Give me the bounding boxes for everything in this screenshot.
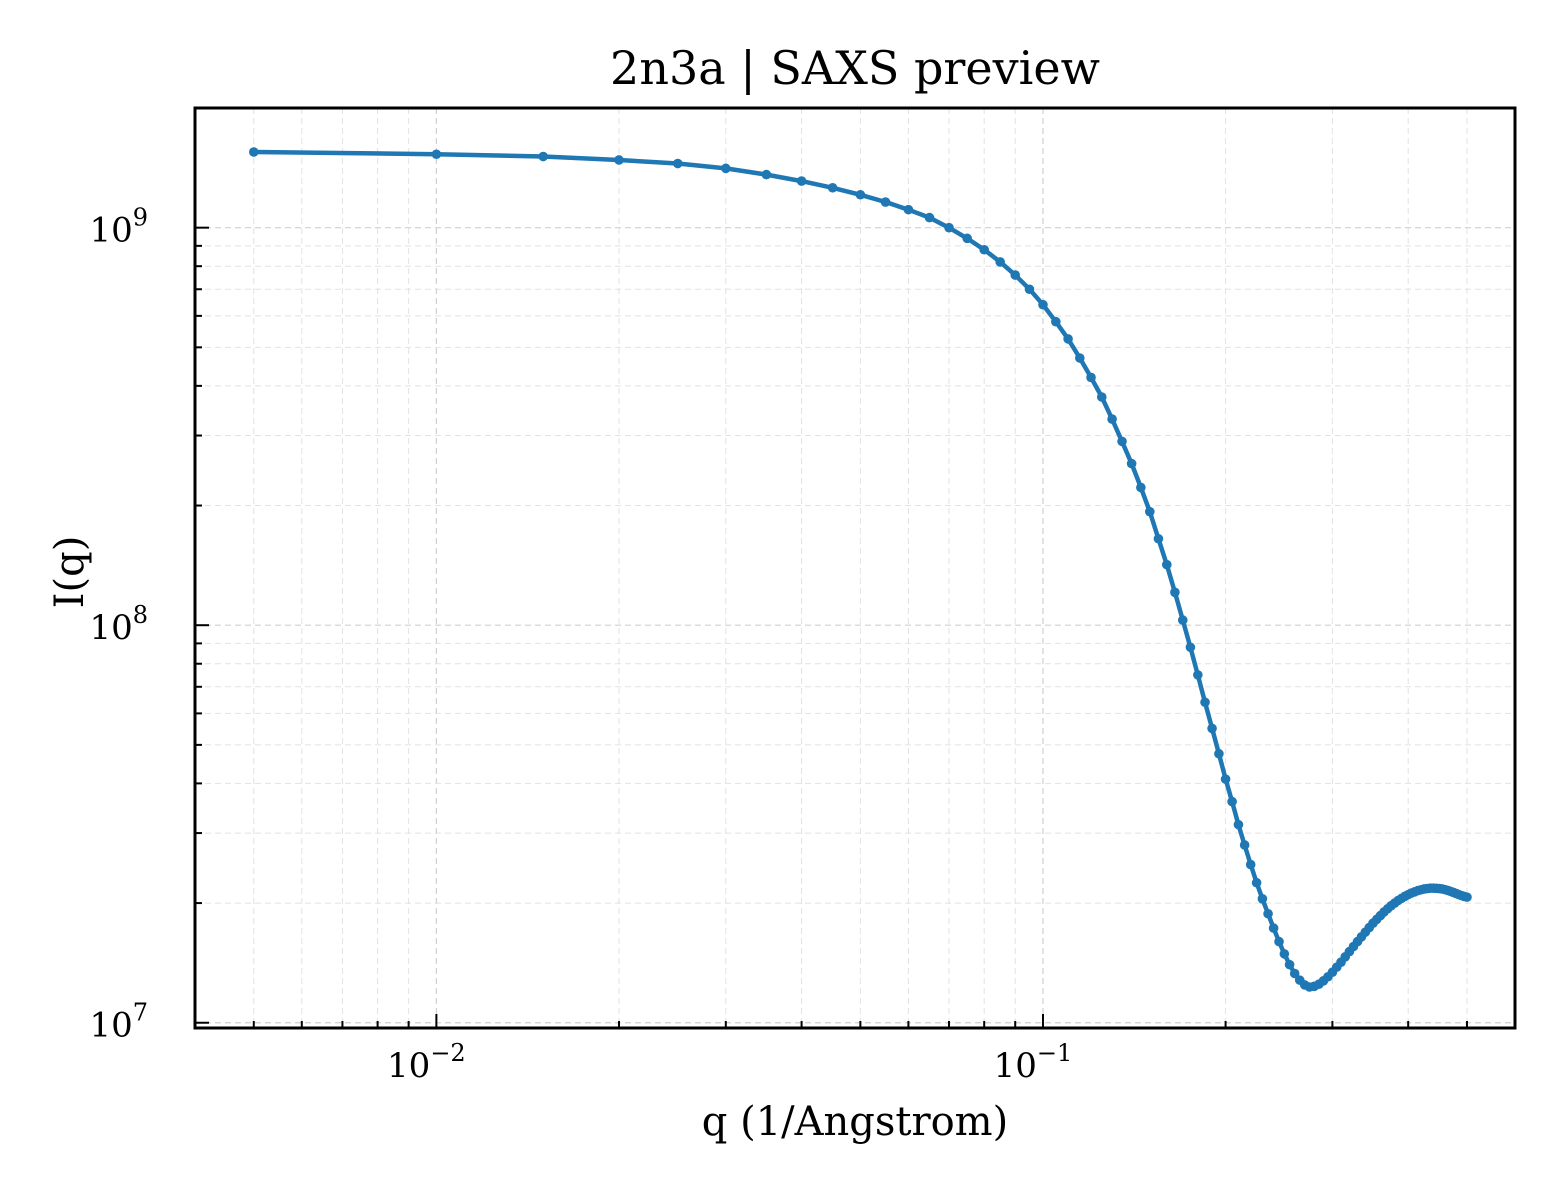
data-point — [538, 151, 549, 162]
data-point — [721, 163, 731, 174]
data-point — [827, 182, 838, 193]
data-point — [431, 149, 442, 160]
axis-ticks: 10−2 10−1 107 108 109 — [89, 107, 1468, 1086]
data-point — [1185, 642, 1196, 653]
data-point — [1284, 959, 1295, 970]
y-tick-label: 108 — [89, 601, 148, 648]
plot-frame — [193, 106, 1517, 1030]
data-point — [1220, 774, 1231, 784]
data-point — [1233, 819, 1244, 830]
data-point — [1126, 458, 1137, 469]
data-point — [1274, 936, 1284, 947]
data-point — [962, 233, 972, 244]
data-point — [1038, 299, 1048, 310]
data-point — [614, 155, 624, 165]
data-point — [1170, 587, 1180, 598]
data-point — [924, 212, 935, 223]
data-point — [944, 222, 954, 233]
x-axis-label: q (1/Angstrom) — [702, 1099, 1008, 1145]
data-point — [1074, 353, 1085, 363]
grid — [194, 107, 1515, 1028]
data-point — [1086, 372, 1096, 383]
data-point — [979, 244, 989, 255]
data-point — [1214, 748, 1224, 759]
data-point — [248, 147, 259, 157]
data-point — [1200, 697, 1210, 708]
data-series — [248, 147, 1472, 992]
data-point — [1010, 270, 1021, 280]
y-tick-label: 107 — [89, 999, 148, 1046]
data-point — [1117, 436, 1127, 447]
data-point — [1279, 949, 1290, 959]
data-point — [1153, 533, 1164, 544]
data-point — [1207, 723, 1217, 734]
data-point — [796, 176, 807, 186]
data-point — [1161, 559, 1172, 570]
data-point — [1063, 334, 1073, 344]
data-point — [1177, 615, 1188, 625]
data-point — [1227, 796, 1237, 807]
data-point — [903, 204, 914, 215]
data-point — [1193, 670, 1203, 680]
data-point — [1024, 284, 1035, 295]
x-tick-label: 10−2 — [387, 1039, 466, 1086]
data-point — [1257, 894, 1268, 904]
data-point — [1144, 506, 1155, 517]
chart-title: 2n3a | SAXS preview — [610, 41, 1100, 95]
data-point — [1107, 414, 1117, 424]
data-point — [1136, 482, 1146, 493]
data-point — [1245, 859, 1256, 870]
data-point — [1462, 892, 1472, 902]
data-point — [1051, 316, 1061, 327]
data-point — [995, 257, 1005, 267]
data-point — [1263, 908, 1273, 919]
data-point — [672, 158, 683, 169]
data-point — [1289, 968, 1300, 979]
y-tick-label: 109 — [89, 204, 148, 251]
data-point — [880, 197, 891, 207]
data-point — [1268, 923, 1279, 933]
x-tick-label: 10−1 — [994, 1039, 1073, 1086]
data-point — [855, 189, 866, 200]
data-point — [1239, 840, 1250, 850]
y-axis-label: I(q) — [47, 536, 93, 609]
data-point — [1251, 877, 1262, 888]
data-point — [761, 169, 772, 180]
data-point — [1096, 392, 1107, 402]
